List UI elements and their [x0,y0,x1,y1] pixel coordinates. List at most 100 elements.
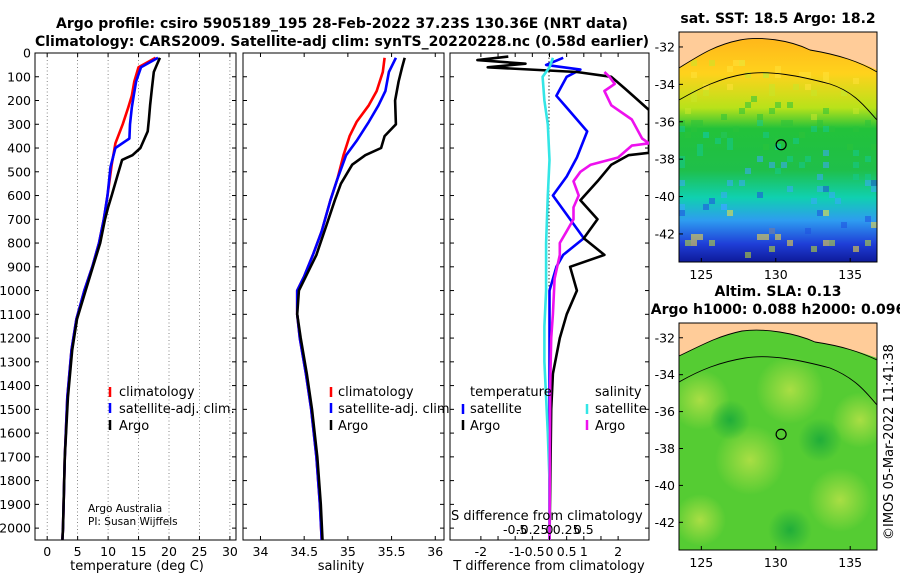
series-line-argo [61,57,162,540]
sst-pixel [817,120,823,126]
y-tick-label: -42 [655,226,675,241]
sst-pixel [727,144,733,150]
sst-pixel [739,180,745,186]
sst-pixel [697,150,703,156]
sst-pixel [739,108,745,114]
sst-pixel [853,162,859,168]
x-tick-label: 36 [427,544,443,559]
sst-pixel [871,186,877,192]
x-tick-label: 1 [580,544,588,559]
sst-pixel [775,144,781,150]
sst-pixel [823,186,829,192]
sst-pixel [805,228,811,234]
y-tick-label: 500 [7,164,31,179]
y-tick-label: 200 [7,93,31,108]
s-tick-label: 0 [546,522,554,537]
salinity-xlabel: salinity [318,559,365,574]
x-tick-label: -1 [509,544,521,559]
sst-pixel [691,126,697,132]
sla-map-title-line2: Argo h1000: 0.088 h2000: 0.096 [651,302,900,318]
figure-title-line2: Climatology: CARS2009. Satellite-adj cli… [35,34,649,50]
sst-pixel [799,162,805,168]
credit-line1: Argo Australia [88,503,162,515]
y-tick-label: 100 [7,69,31,84]
sst-pixel [727,138,733,144]
sst-pixel [811,198,817,204]
sst-pixel [811,114,817,120]
legend-label-t-argo: Argo [470,419,500,434]
sst-pixel [769,228,775,234]
y-tick-label: 600 [7,188,31,203]
sst-pixel [691,240,697,246]
sst-pixel [715,138,721,144]
sst-pixel [679,162,685,168]
temperature-legend: climatology satellite-adj. clim. Argo [108,385,235,434]
sst-pixel [871,222,877,228]
sla-anomaly [756,356,824,424]
sst-pixel [703,204,709,210]
x-tick-label: 20 [161,544,177,559]
sst-pixel [733,126,739,132]
sst-pixel [733,60,739,66]
x-tick-label: 0 [43,544,51,559]
x-tick-label: 34 [253,544,269,559]
sst-pixel [727,84,733,90]
sst-pixel [745,252,751,258]
sst-pixel [721,114,727,120]
sst-pixel [811,90,817,96]
sst-pixel [865,180,871,186]
sst-pixel [787,156,793,162]
sst-pixel [793,84,799,90]
sst-pixel [691,72,697,78]
sst-pixel [847,144,853,150]
s-difference-label: S difference from climatology [451,509,643,524]
sst-pixel [823,150,829,156]
s-tick-label: -0.5 [503,522,527,537]
y-tick-label: 400 [7,141,31,156]
x-tick-label: -0.5 [520,544,544,559]
y-tick-label: 1000 [0,283,31,298]
sst-pixel [679,180,685,186]
sla-anomaly [798,418,842,462]
series-line-s-argo [548,71,649,540]
sst-pixel [787,102,793,108]
sst-pixel [727,210,733,216]
legend-label-t-satellite: satellite [470,402,522,417]
sst-pixel [769,84,775,90]
legend-label-argo: Argo [338,419,368,434]
legend-title-temperature: temperature [470,385,552,400]
sst-pixel [763,132,769,138]
sst-pixel [805,72,811,78]
y-tick-label: 1300 [0,354,31,369]
sst-pixel [685,108,691,114]
y-tick-label: 1800 [0,473,31,488]
sla-map-panel: Altim. SLA: 0.13 Argo h1000: 0.088 h2000… [651,284,900,570]
y-tick-label: -40 [655,478,675,493]
sst-pixel [805,156,811,162]
argo-position-marker [775,428,787,440]
temperature-axes-frame [34,52,237,541]
x-tick-label: 34.5 [290,544,318,559]
x-tick-label: 135 [838,555,862,570]
y-tick-label: -34 [655,367,675,382]
sst-pixel [685,132,691,138]
difference-panel: -2 -1-0.5 0 0.5 1 2 S difference from climato… [449,52,650,574]
sst-pixel [769,162,775,168]
salinity-legend: climatology satellite-adj. clim. Argo [329,385,454,434]
temperature-panel: 0 5 10 15 20 25 300100200300400500600700800900… [0,46,238,575]
sst-pixel [835,198,841,204]
x-tick-label: 25 [192,544,208,559]
sst-pixel [775,66,781,72]
y-tick-label: 900 [7,259,31,274]
x-tick-label: 130 [764,267,788,282]
sst-map-panel: sat. SST: 18.5 Argo: 18.2 125 130 135 -32 -3… [655,11,878,282]
y-tick-label: -38 [655,441,675,456]
y-tick-label: 1400 [0,378,31,393]
sst-pixel [709,198,715,204]
x-tick-label: -2 [475,544,487,559]
sst-pixel [787,186,793,192]
sst-pixel [703,132,709,138]
sst-pixel [853,246,859,252]
sst-pixel [763,234,769,240]
sst-pixel [817,174,823,180]
